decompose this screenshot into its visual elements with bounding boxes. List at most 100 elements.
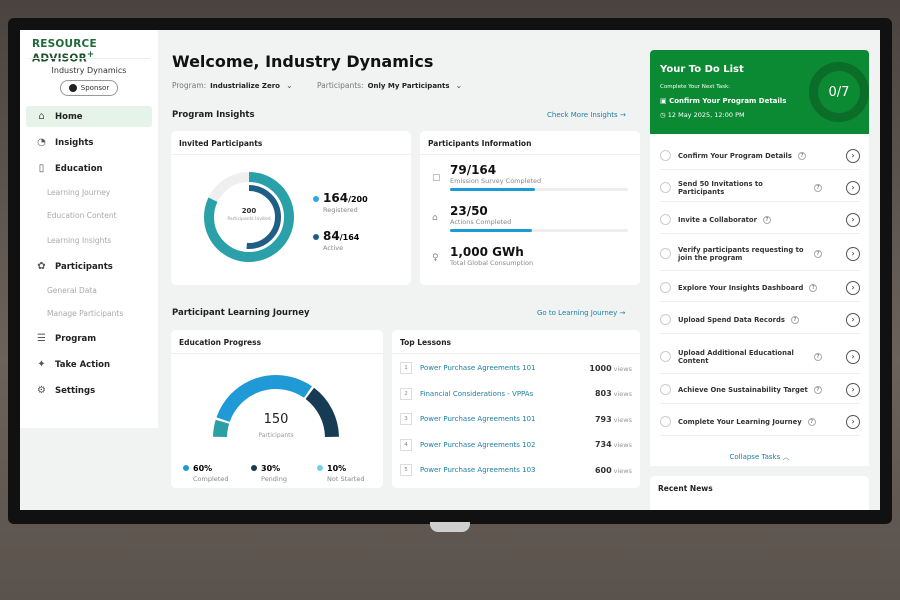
nav-learning-insights[interactable]: Learning Insights [47,236,112,245]
nav-manage-participants[interactable]: Manage Participants [47,309,124,318]
lesson-rank: 4 [400,438,412,451]
lesson-title-link[interactable]: Financial Considerations - VPPAs [420,389,534,398]
lesson-row[interactable]: 3 Power Purchase Agreements 101 793 views [400,413,632,425]
task-checkbox[interactable] [660,150,671,161]
actions-icon: ⌂ [432,213,438,223]
lesson-views: 600 views [594,465,632,475]
nav-program[interactable]: ☰ Program [37,333,97,344]
todo-title: Your To Do List [660,64,744,75]
screen: RESOURCE ADVISOR+ Industry Dynamics Spon… [20,30,880,510]
nav-general-data[interactable]: General Data [47,286,97,295]
chevron-right-circle-icon[interactable]: › [846,280,860,295]
help-icon[interactable]: ? [814,183,822,192]
todo-task[interactable]: Explore Your Insights Dashboard? › [660,274,860,302]
task-checkbox[interactable] [660,384,671,395]
info-item-survey: 79/164 Emission Survey Completed [450,163,628,191]
lesson-title-link[interactable]: Power Purchase Agreements 101 [420,364,536,372]
legend-pending: 30% Pending [251,456,287,483]
actions-progress-bar [450,229,532,232]
todo-task[interactable]: Complete Your Learning Journey? › [660,408,860,436]
recent-news-card: Recent News [650,476,869,510]
help-icon[interactable]: ? [813,385,822,394]
chevron-right-circle-icon[interactable]: › [846,382,860,397]
lesson-views: 803 views [594,389,632,398]
check-more-insights-link[interactable]: Check More Insights → [547,111,626,119]
lesson-title-link[interactable]: Power Purchase Agreements 102 [420,440,536,449]
task-checkbox[interactable] [660,182,671,193]
todo-count: 0/7 [828,84,850,100]
chevron-right-circle-icon[interactable]: › [846,212,860,227]
help-icon[interactable]: ? [762,215,771,224]
todo-task[interactable]: Send 50 Invitations to Participants? › [660,174,860,202]
nav-education[interactable]: ▯ Education [26,158,152,179]
nav-insights[interactable]: ◔ Insights [37,137,94,148]
todo-task[interactable]: Achieve One Sustainability Target? › [660,376,860,404]
active-arc [217,185,281,249]
gauge-segment-not-started [213,419,230,438]
chevron-right-circle-icon[interactable]: › [846,312,860,327]
participants-select[interactable]: Participants: Only My Participants ⌄ [317,81,463,90]
task-checkbox[interactable] [660,314,671,325]
todo-task[interactable]: Invite a Collaborator? › [660,206,860,234]
task-checkbox[interactable] [660,214,671,225]
book-icon: ▯ [38,163,45,174]
task-label: Complete Your Learning Journey [678,417,802,426]
chevron-right-circle-icon[interactable]: › [846,414,860,429]
task-checkbox[interactable] [660,416,671,427]
home-icon: ⌂ [38,111,45,122]
arrow-right-icon: → [619,309,626,317]
help-icon[interactable]: ? [809,283,818,292]
lesson-title-link[interactable]: Power Purchase Agreements 101 [420,415,536,423]
lesson-rank: 3 [400,413,412,425]
lesson-title-link[interactable]: Power Purchase Agreements 103 [420,466,536,474]
sponsor-badge[interactable]: Sponsor [60,80,118,96]
active-stat: 84/164 Active [313,225,359,252]
go-to-learning-journey-link[interactable]: Go to Learning Journey → [537,309,626,317]
task-icon: ▣ [660,97,670,105]
chevron-down-icon: ⌄ [285,81,293,90]
chevron-right-circle-icon[interactable]: › [846,246,860,261]
donut-center-value: 200 [241,207,257,215]
help-icon[interactable]: ? [790,315,799,324]
invited-donut [204,172,294,262]
gauge-center-label: Participants [258,432,294,439]
help-icon[interactable]: ? [797,151,806,160]
divider [28,58,150,59]
next-task[interactable]: ▣ Confirm Your Program Details [660,97,787,105]
nav-participants[interactable]: ✿ Participants [37,261,113,272]
help-icon[interactable]: ? [814,249,822,258]
task-label: Invite a Collaborator [678,215,757,224]
chevron-right-circle-icon[interactable]: › [846,349,860,364]
task-checkbox[interactable] [660,248,671,259]
task-checkbox[interactable] [660,282,671,293]
card-title: Invited Participants [171,131,411,155]
participants-icon: ✿ [37,261,46,272]
todo-task[interactable]: Verify participants requesting to join t… [660,237,860,271]
task-checkbox[interactable] [660,351,671,362]
program-insights-title: Program Insights [172,110,255,120]
nav-learning-journey[interactable]: Learning Journey [47,188,111,197]
nav-home[interactable]: ⌂ Home [26,106,152,127]
chevron-right-circle-icon[interactable]: › [846,180,860,195]
logo[interactable]: RESOURCE ADVISOR+ [32,38,97,65]
lesson-row[interactable]: 1 Power Purchase Agreements 101 1000 views [400,362,632,374]
nav-education-content[interactable]: Education Content [47,211,117,220]
monitor-stand [430,522,470,532]
help-icon[interactable]: ? [814,352,822,361]
todo-task[interactable]: Upload Additional Educational Content? › [660,340,860,374]
help-icon[interactable]: ? [807,417,816,426]
lesson-views: 793 views [594,414,632,424]
nav-settings[interactable]: ⚙ Settings [37,385,96,396]
program-select[interactable]: Program: Industrialize Zero ⌄ [172,81,293,90]
lesson-row[interactable]: 5 Power Purchase Agreements 103 600 views [400,464,632,476]
lesson-row[interactable]: 4 Power Purchase Agreements 102 734 views [400,438,632,451]
action-icon: ✦ [37,359,46,370]
chevron-down-icon: ⌄ [455,81,463,90]
recent-news-title: Recent News [658,484,713,493]
lesson-row[interactable]: 2 Financial Considerations - VPPAs 803 view… [400,387,632,400]
chevron-right-circle-icon[interactable]: › [846,148,860,163]
todo-task[interactable]: Confirm Your Program Details? › [660,142,860,170]
collapse-tasks-button[interactable]: Collapse Tasks ︿ [729,453,790,461]
nav-take-action[interactable]: ✦ Take Action [37,359,111,370]
todo-task[interactable]: Upload Spend Data Records? › [660,306,860,334]
